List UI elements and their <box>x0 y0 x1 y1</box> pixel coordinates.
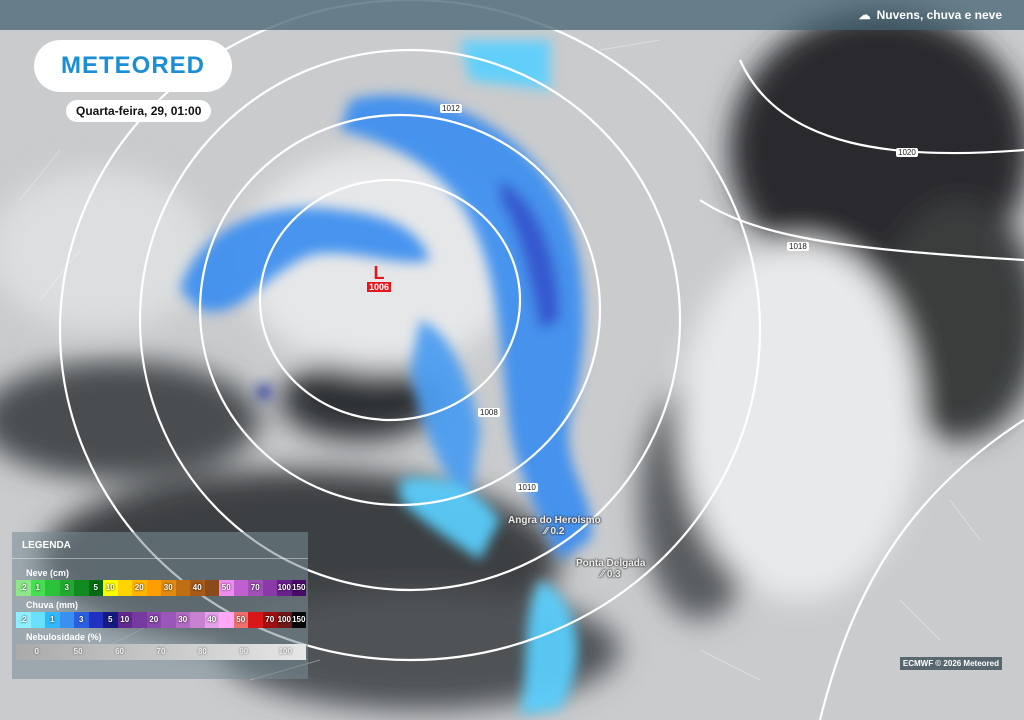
rain-scale-cell: .2 <box>16 612 31 628</box>
rain-scale-cell: 10 <box>117 612 132 628</box>
cloud-scale-label: Nebulosidade (%) <box>26 632 102 642</box>
snow-scale-label: Neve (cm) <box>26 568 70 578</box>
rain-scale-cell <box>88 612 103 628</box>
city-precip-value: 0.2 <box>550 526 565 537</box>
snow-scale-cell <box>45 580 60 596</box>
rain-scale-cell: 20 <box>146 612 161 628</box>
rain-scale-cell: 150 <box>291 612 306 628</box>
rain-scale-cell <box>190 612 205 628</box>
snow-scale-cell: 3 <box>59 580 74 596</box>
snow-scale-cell <box>204 580 219 596</box>
snow-scale-cell: 70 <box>248 580 263 596</box>
rain-scale-cell: 40 <box>204 612 219 628</box>
clouds-scale-cell: 60 <box>115 647 124 656</box>
snow-scale-cell: 150 <box>291 580 306 596</box>
meteored-logo[interactable]: METEORED <box>34 40 232 92</box>
low-pressure-value: 1006 <box>367 282 392 292</box>
clouds-scale-cell: 0 <box>34 647 39 656</box>
snow-scale-cell: 50 <box>219 580 234 596</box>
layer-selector[interactable]: ☁ Nuvens, chuva e neve <box>859 8 1002 22</box>
legend: LEGENDA Neve (cm) .2 1 3 5 10 20 30 40 50 70 100 15… <box>12 532 308 679</box>
rain-scale-cell: 3 <box>74 612 89 628</box>
snow-scale-cell: 5 <box>88 580 103 596</box>
rain-scale-label: Chuva (mm) <box>26 600 79 610</box>
top-bar: ☁ Nuvens, chuva e neve <box>0 0 1024 30</box>
city-name: Angra do Heroísmo <box>508 515 601 526</box>
low-pressure-marker: L 1006 <box>367 263 392 292</box>
isobar-label: 1020 <box>896 148 918 157</box>
rain-scale-cell <box>59 612 74 628</box>
layer-title: Nuvens, chuva e neve <box>876 8 1002 22</box>
city-precip-value: 0.3 <box>606 569 621 580</box>
rain-scale-cell <box>132 612 147 628</box>
legend-divider <box>12 558 308 559</box>
snow-scale-cell: 40 <box>190 580 205 596</box>
clouds-scale-cell: 100 <box>278 647 292 656</box>
snow-scale-cell <box>233 580 248 596</box>
forecast-date: Quarta-feira, 29, 01:00 <box>66 100 212 122</box>
city-ponta-delgada[interactable]: Ponta Delgada ⁄⁄ 0.3 <box>576 558 646 580</box>
rain-scale-cell <box>219 612 234 628</box>
clouds-scale-cell: 90 <box>239 647 249 656</box>
rain-scale-cell <box>161 612 176 628</box>
rain-scale-cell: 70 <box>262 612 277 628</box>
isobars <box>59 0 1024 720</box>
low-symbol: L <box>373 263 385 283</box>
rain-scale: .2 1 3 5 10 20 30 40 50 70 100 150 <box>16 612 306 628</box>
logo-text: METEORED <box>60 52 205 79</box>
snow-scale-cell: 20 <box>132 580 147 596</box>
clouds-scale-cell: 70 <box>156 647 166 656</box>
isobar-label: 1018 <box>787 242 809 251</box>
rain-scale-cell: 50 <box>233 612 248 628</box>
snow-scale-cell <box>74 580 89 596</box>
rain-scale-cell: 30 <box>175 612 190 628</box>
snow-scale-cell <box>262 580 277 596</box>
legend-title: LEGENDA <box>22 540 71 551</box>
credit: ECMWF © 2026 Meteored <box>899 657 1002 670</box>
snow-scale-cell <box>175 580 190 596</box>
snow-scale: .2 1 3 5 10 20 30 40 50 70 100 150 <box>16 580 306 596</box>
rain-scale-cell: 1 <box>45 612 60 628</box>
isobar-label: 1012 <box>440 104 462 113</box>
snow-scale-cell: 1 <box>30 580 45 596</box>
snow-scale-cell: .2 <box>16 580 31 596</box>
cloud-rain-snow-icon: ☁ <box>858 8 871 22</box>
snow-scale-cell: 30 <box>161 580 176 596</box>
city-name: Ponta Delgada <box>576 558 646 569</box>
snow-scale-cell: 10 <box>103 580 118 596</box>
cloud-scale: 0 50 60 70 80 90 100 <box>16 644 306 660</box>
rain-scale-cell <box>248 612 263 628</box>
city-angra[interactable]: Angra do Heroísmo ⁄⁄ 0.2 <box>508 515 601 537</box>
clouds-scale-cell: 50 <box>73 647 83 656</box>
snow-scale-cell <box>146 580 161 596</box>
isobar-label: 1008 <box>478 408 500 417</box>
rain-scale-cell: 100 <box>277 612 292 628</box>
precipitation <box>180 40 592 715</box>
rain-scale-cell: 5 <box>103 612 118 628</box>
clouds-scale-cell: 80 <box>197 647 207 656</box>
snow-scale-cell <box>117 580 132 596</box>
rain-scale-cell <box>30 612 45 628</box>
isobar-label: 1010 <box>516 483 538 492</box>
snow-scale-cell: 100 <box>277 580 292 596</box>
